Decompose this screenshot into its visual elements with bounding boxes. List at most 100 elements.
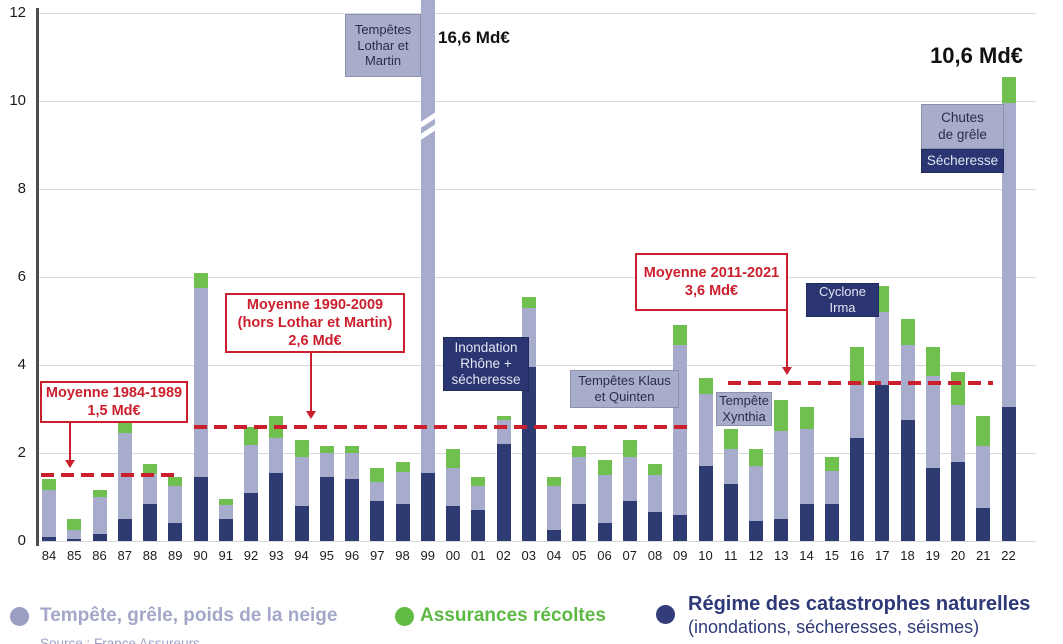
x-tick-label-10: 10: [698, 548, 713, 563]
x-tick-label-11: 11: [724, 548, 738, 563]
x-tick-label-13: 13: [774, 548, 789, 563]
x-tick-label-01: 01: [471, 548, 486, 563]
x-tick-label-08: 08: [647, 548, 663, 563]
bar-01-segment: [471, 486, 486, 511]
x-tick-label-92: 92: [243, 548, 259, 563]
bar-92-segment: [244, 445, 258, 493]
event-label-secheresse: Sécheresse: [921, 149, 1004, 173]
x-tick-label-16: 16: [849, 548, 865, 563]
bar-08-segment: [648, 475, 662, 513]
source-note: Source : France Assureurs: [40, 636, 200, 644]
x-tick-label-21: 21: [976, 548, 991, 563]
bar-17-segment: [875, 384, 890, 541]
bar-19-segment: [925, 376, 940, 469]
x-tick-label-89: 89: [168, 548, 183, 563]
event-label-cyclone-irma: Cyclone Irma: [806, 283, 879, 317]
x-tick-label-19: 19: [925, 548, 940, 563]
bar-84-segment: [42, 479, 56, 491]
event-label-inondation-rhone: Inondation Rhône + sécheresse: [443, 337, 529, 391]
legend-label-tempete: Tempête, grêle, poids de la neige: [40, 605, 338, 626]
mean2-arrow-line: [310, 348, 312, 412]
bar-96-segment: [345, 453, 359, 480]
gridline-8: [37, 188, 1036, 190]
bar-14-segment: [799, 406, 814, 429]
x-tick-label-95: 95: [319, 548, 334, 563]
bar-94-segment: [294, 439, 309, 458]
bar-21-segment: [976, 415, 991, 447]
bar-90-segment: [193, 288, 208, 478]
x-tick-label-87: 87: [117, 548, 132, 563]
bar-07-segment: [622, 439, 637, 458]
bar-17-segment: [875, 312, 890, 385]
bar-04-segment: [547, 530, 561, 541]
bar-19-segment: [925, 468, 940, 541]
bar-00-segment: [446, 505, 460, 541]
bar-14-segment: [799, 503, 814, 541]
legend-dot-recoltes: [395, 607, 414, 626]
bar-15-segment: [824, 503, 839, 541]
bar-18-segment: [900, 420, 915, 541]
event-label-xynthia: Tempête Xynthia: [716, 392, 772, 426]
bar-05-segment: [572, 457, 587, 504]
bar-89-segment: [168, 486, 183, 524]
bar-84-segment: [42, 536, 56, 541]
bar-90-segment: [193, 272, 208, 288]
bar-91-segment: [218, 499, 233, 505]
bar-84-segment: [42, 490, 56, 537]
x-tick-label-90: 90: [193, 548, 208, 563]
x-tick-label-22: 22: [1001, 548, 1016, 563]
mean-line-1990-2009: [194, 425, 688, 429]
x-tick-label-93: 93: [269, 548, 284, 563]
gridline-6: [37, 276, 1036, 278]
bar-01-segment: [471, 510, 486, 541]
bar-19-segment: [925, 347, 940, 376]
x-tick-label-15: 15: [824, 548, 839, 563]
x-tick-label-04: 04: [546, 548, 562, 563]
x-tick-label-07: 07: [622, 548, 637, 563]
y-axis-line: [36, 8, 39, 546]
bar-04-segment: [547, 486, 561, 530]
legend-label-catnat: Régime des catastrophes naturelles: [688, 593, 1031, 615]
bar-98-segment: [395, 461, 410, 472]
y-tick-label-8: 8: [17, 180, 26, 197]
bar-03-segment: [521, 367, 536, 541]
mean-line-2011-2021: [728, 381, 993, 385]
bar-12-segment: [749, 448, 763, 467]
bar-01-segment: [471, 477, 486, 486]
bar-02-segment: [496, 444, 511, 541]
bar-22-segment: [1001, 76, 1016, 104]
bar-97-segment: [370, 481, 385, 502]
bar-11-segment: [723, 483, 738, 541]
bar-88-segment: [143, 503, 157, 541]
x-tick-label-14: 14: [799, 548, 814, 563]
bar-00-segment: [446, 468, 460, 506]
bar-06-segment: [597, 523, 612, 541]
y-tick-label-4: 4: [17, 356, 26, 373]
event-label-klaus-quinten: Tempêtes Klaus et Quinten: [570, 370, 679, 408]
x-tick-label-94: 94: [294, 548, 309, 563]
x-tick-label-09: 09: [673, 548, 688, 563]
y-tick-label-12: 12: [9, 4, 26, 21]
bar-09-segment: [673, 514, 688, 541]
bar-00-segment: [446, 448, 460, 469]
bar-02-segment: [496, 420, 511, 445]
mean-box-2011-2021: Moyenne 2011-2021 3,6 Md€: [635, 253, 788, 311]
gridline-12: [37, 12, 1036, 14]
x-tick-label-05: 05: [572, 548, 587, 563]
x-tick-label-06: 06: [597, 548, 612, 563]
mean1-arrow-head: [65, 460, 75, 468]
bar-87-segment: [117, 422, 132, 434]
bar-14-segment: [799, 428, 814, 504]
mean3-arrow-line: [786, 307, 788, 368]
bar-93-segment: [269, 472, 284, 541]
bar-02-segment: [496, 415, 511, 420]
gridline-4: [37, 364, 1036, 366]
gridline-2: [37, 452, 1036, 454]
bar-10-segment: [698, 466, 713, 541]
legend-dot-catnat: [656, 605, 675, 624]
x-tick-label-98: 98: [395, 548, 410, 563]
gridline-10: [37, 100, 1036, 102]
bar-05-segment: [572, 503, 587, 541]
bar-93-segment: [269, 437, 284, 473]
